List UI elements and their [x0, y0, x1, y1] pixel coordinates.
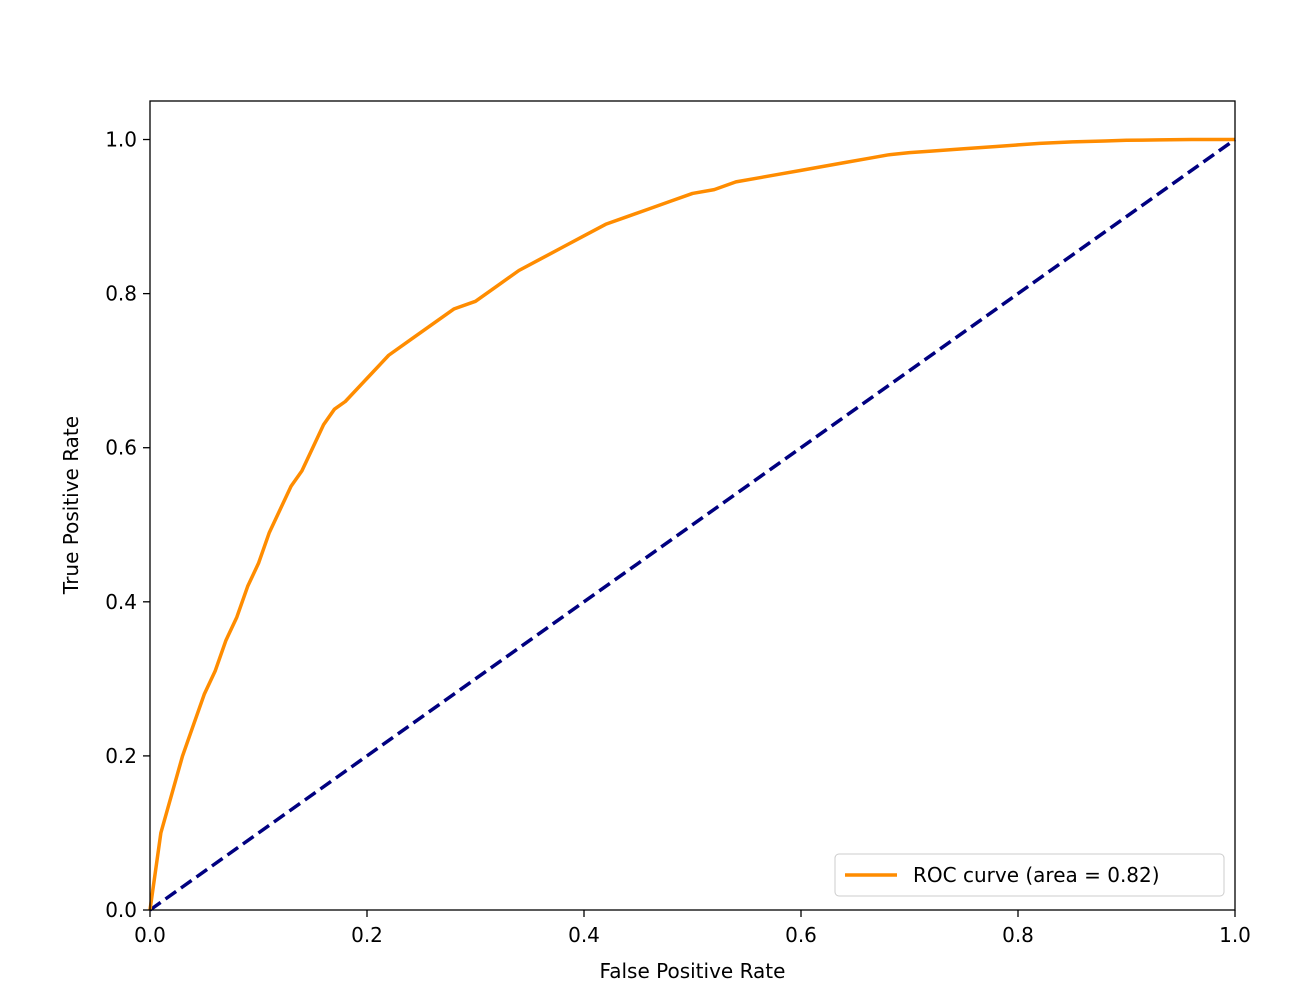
series-layer	[148, 137, 1237, 912]
legend-box	[834, 853, 1225, 897]
y-tick-label: 0.4	[105, 590, 137, 614]
legend-label-roc: ROC curve (area = 0.82)	[913, 863, 1160, 887]
y-tick-label: 0.0	[105, 898, 137, 922]
roc-curve-line	[148, 137, 1235, 911]
plot-frame	[149, 100, 1236, 911]
legend: ROC curve (area = 0.82)	[834, 853, 1225, 897]
x-tick-label: 0.6	[785, 923, 817, 947]
y-tick-label: 0.8	[105, 282, 137, 306]
x-tick-label: 0.4	[568, 923, 600, 947]
plot-area	[150, 101, 1235, 910]
x-axis: 0.0 0.2 0.4 0.6 0.8 1.0	[134, 910, 1251, 947]
chance-diagonal-line	[148, 138, 1237, 912]
x-axis-label: False Positive Rate	[600, 959, 786, 983]
y-tick-label: 0.2	[105, 744, 137, 768]
y-axis-label: True Positive Rate	[59, 416, 83, 595]
y-axis: 0.0 0.2 0.4 0.6 0.8 1.0	[105, 128, 150, 922]
x-tick-label: 0.8	[1002, 923, 1034, 947]
y-tick-label: 1.0	[105, 128, 137, 152]
x-tick-label: 0.0	[134, 923, 166, 947]
x-tick-label: 1.0	[1219, 923, 1251, 947]
x-tick-label: 0.2	[351, 923, 383, 947]
y-tick-label: 0.6	[105, 436, 137, 460]
